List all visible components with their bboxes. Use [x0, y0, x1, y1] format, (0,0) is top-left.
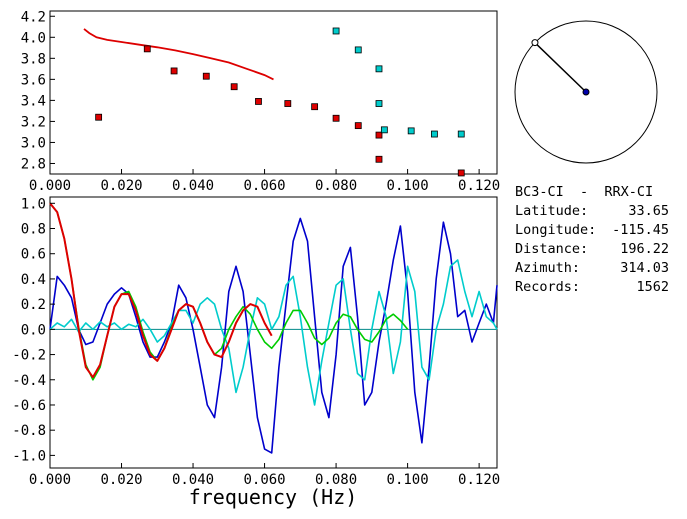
y-tick-label: 2.8	[21, 156, 46, 172]
y-tick-label: -0.4	[12, 373, 46, 389]
top-plot-series	[83, 27, 465, 177]
top-plot-x-ticks: 0.000 0.020 0.040 0.060 0.080 0.100 0.120	[29, 169, 500, 194]
azimuth-dial-circle	[514, 20, 658, 164]
info-row-latitude: Latitude: 33.65	[515, 202, 669, 221]
x-tick-label: 0.020	[100, 178, 142, 194]
info-label: Latitude:	[515, 203, 589, 219]
azimuth-dial-needle	[534, 42, 587, 93]
info-value: -115.45	[612, 222, 669, 238]
bottom-plot-y-ticks: -1.0 -0.8 -0.6 -0.4 -0.2 0.0 0.2 0.4 0.6 0.8 1.0	[12, 196, 55, 464]
top-plot-y-ticks: 2.8 3.0 3.2 3.4 3.6 3.8 4.0 4.2	[21, 9, 55, 172]
info-row-records: Records: 1562	[515, 278, 669, 297]
marker-cyan	[380, 126, 388, 134]
y-tick-label: -0.8	[12, 423, 46, 439]
y-tick-label: -1.0	[12, 448, 46, 464]
y-tick-label: 1.0	[21, 196, 46, 212]
y-tick-label: 0.0	[21, 322, 46, 338]
marker-cyan	[457, 130, 465, 138]
dispersion-plot: 0.000 0.020 0.040 0.060 0.080 0.100 0.120 2.8 3…	[21, 9, 500, 194]
y-tick-label: 0.6	[21, 247, 46, 263]
series-line-blue	[49, 217, 498, 454]
marker-red	[170, 67, 178, 75]
marker-red	[202, 72, 210, 80]
x-tick-label: 0.100	[387, 178, 429, 194]
y-tick-label: 0.2	[21, 297, 46, 313]
x-tick-label: 0.000	[29, 472, 71, 488]
x-tick-label: 0.120	[458, 178, 500, 194]
azimuth-dial-tip	[531, 39, 539, 47]
series-line-red	[49, 202, 273, 379]
marker-red	[311, 103, 319, 111]
y-tick-label: 3.4	[21, 93, 46, 109]
marker-red	[143, 45, 151, 53]
azimuth-dial	[514, 20, 658, 164]
y-tick-label: 3.6	[21, 72, 46, 88]
x-tick-label: 0.060	[243, 472, 285, 488]
x-tick-label: 0.060	[243, 178, 285, 194]
azimuth-dial-center	[582, 88, 590, 96]
station-info-panel: BC3-CI - RRX-CI Latitude: 33.65 Longitude…	[515, 183, 669, 297]
y-tick-label: -0.2	[12, 348, 46, 364]
info-label: Distance:	[515, 241, 589, 257]
x-tick-label: 0.080	[315, 472, 357, 488]
marker-cyan	[407, 127, 415, 135]
marker-red	[375, 155, 383, 163]
info-value: 1562	[636, 279, 669, 295]
marker-red	[255, 98, 262, 105]
info-label: Records:	[515, 279, 581, 295]
info-value: 196.22	[620, 241, 669, 257]
x-tick-label: 0.040	[172, 178, 214, 194]
marker-red	[284, 100, 292, 107]
y-tick-label: 0.8	[21, 222, 46, 238]
info-label: Longitude:	[515, 222, 597, 238]
marker-cyan	[332, 27, 340, 35]
y-tick-label: 4.0	[21, 30, 46, 46]
y-tick-label: 4.2	[21, 9, 46, 25]
bottom-plot-frame	[49, 196, 498, 469]
info-label: Azimuth:	[515, 260, 581, 276]
x-tick-label: 0.080	[315, 178, 357, 194]
marker-cyan	[375, 65, 383, 73]
bottom-plot-x-ticks: 0.000 0.020 0.040 0.060 0.080 0.100 0.120	[29, 463, 500, 488]
x-tick-label: 0.020	[100, 472, 142, 488]
info-row-distance: Distance: 196.22	[515, 240, 669, 259]
marker-red	[95, 113, 103, 121]
marker-red	[230, 83, 238, 91]
bottom-plot-series	[49, 202, 498, 454]
info-row-longitude: Longitude: -115.45	[515, 221, 669, 240]
info-value: 33.65	[628, 203, 669, 219]
info-value: 314.03	[620, 260, 669, 276]
marker-red	[375, 131, 383, 139]
x-tick-label: 0.040	[172, 472, 214, 488]
y-tick-label: -0.6	[12, 398, 46, 414]
y-tick-label: 3.0	[21, 135, 46, 151]
station-pair-title: BC3-CI - RRX-CI	[515, 184, 654, 200]
top-plot-frame	[49, 10, 498, 175]
info-row-azimuth: Azimuth: 314.03	[515, 259, 669, 278]
x-axis-label: frequency (Hz)	[189, 485, 358, 509]
marker-red	[332, 114, 340, 122]
marker-cyan	[375, 100, 383, 107]
x-tick-label: 0.120	[458, 472, 500, 488]
y-tick-label: 0.4	[21, 272, 46, 288]
marker-red	[457, 169, 465, 177]
correlation-plot: 0.000 0.020 0.040 0.060 0.080 0.100 0.120 -1.0…	[12, 196, 500, 509]
series-line-cyan	[49, 259, 498, 406]
y-tick-label: 3.2	[21, 114, 46, 130]
marker-red	[354, 122, 362, 130]
marker-cyan	[354, 46, 362, 54]
y-tick-label: 3.8	[21, 51, 46, 67]
x-tick-label: 0.100	[387, 472, 429, 488]
marker-cyan	[431, 130, 438, 138]
dispersion-curve-red	[83, 28, 274, 81]
x-tick-label: 0.000	[29, 178, 71, 194]
